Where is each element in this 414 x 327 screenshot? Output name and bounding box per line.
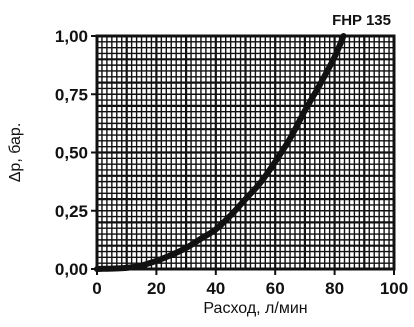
x-axis-title: Расход, л/мин bbox=[203, 300, 307, 317]
y-tick-label: 0,50 bbox=[55, 144, 88, 163]
y-tick-label: 1,00 bbox=[55, 27, 88, 46]
tick-labels: 0 20 40 60 80 100 0,00 0,25 0,50 0,75 1,00 bbox=[55, 27, 408, 298]
x-tick-label: 0 bbox=[92, 279, 101, 298]
series-line bbox=[94, 33, 347, 272]
y-tick-label: 0,75 bbox=[55, 85, 88, 104]
x-tick-label: 20 bbox=[147, 279, 166, 298]
axis-ticks bbox=[91, 35, 395, 275]
y-tick-label: 0,00 bbox=[55, 260, 88, 279]
grid bbox=[97, 36, 394, 269]
x-tick-label: 80 bbox=[325, 279, 344, 298]
y-axis-title: Δp, бар. bbox=[7, 123, 24, 183]
chart-title: FHP 135 bbox=[332, 12, 391, 29]
x-tick-label: 100 bbox=[380, 279, 408, 298]
x-tick-label: 60 bbox=[266, 279, 285, 298]
title-background bbox=[316, 10, 396, 32]
y-tick-label: 0,25 bbox=[55, 202, 88, 221]
x-tick-label: 40 bbox=[206, 279, 225, 298]
